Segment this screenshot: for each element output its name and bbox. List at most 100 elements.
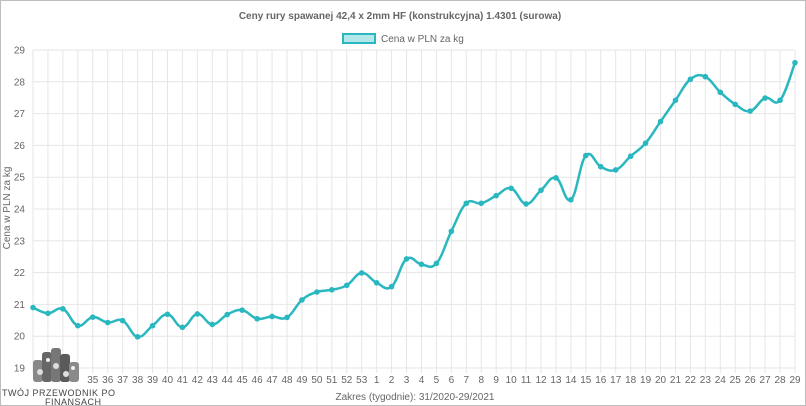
- data-point[interactable]: [508, 185, 514, 192]
- data-point[interactable]: [119, 317, 126, 324]
- data-point[interactable]: [672, 97, 679, 104]
- x-tick-label: 35: [87, 375, 99, 386]
- x-tick-label: 26: [745, 375, 757, 386]
- data-point[interactable]: [60, 306, 66, 312]
- data-point[interactable]: [358, 270, 365, 276]
- x-tick-label: 25: [730, 375, 742, 386]
- x-tick-label: 27: [760, 375, 772, 386]
- data-point[interactable]: [762, 95, 768, 101]
- data-point[interactable]: [732, 101, 739, 108]
- data-point[interactable]: [179, 324, 186, 331]
- x-tick-label: 51: [326, 375, 338, 386]
- x-tick-label: 37: [117, 375, 129, 386]
- x-tick-label: 6: [449, 375, 455, 386]
- data-point[interactable]: [45, 310, 51, 317]
- x-tick-label: 53: [356, 375, 368, 386]
- data-point[interactable]: [642, 140, 649, 146]
- data-point[interactable]: [568, 196, 574, 203]
- grid: [32, 49, 796, 373]
- x-tick-label: 44: [222, 375, 234, 386]
- y-tick-label: 25: [14, 173, 26, 184]
- data-point[interactable]: [299, 297, 305, 303]
- y-tick-label: 19: [14, 364, 26, 375]
- logo: TWÓJ PRZEWODNIK PO FINANSACH: [2, 348, 116, 406]
- x-tick-label: 18: [625, 375, 637, 386]
- x-tick-label: 49: [296, 375, 308, 386]
- data-point[interactable]: [373, 279, 380, 286]
- data-point[interactable]: [388, 283, 395, 290]
- data-point[interactable]: [30, 304, 36, 311]
- x-tick-label: 19: [640, 375, 652, 386]
- y-tick-label: 26: [14, 141, 26, 152]
- y-tick-label: 20: [14, 332, 26, 343]
- data-point[interactable]: [538, 187, 544, 194]
- chart-title: Ceny rury spawanej 42,4 x 2mm HF (konstr…: [239, 11, 561, 22]
- logo-text-line2: FINANSACH: [45, 397, 102, 406]
- data-point[interactable]: [433, 260, 440, 267]
- data-point[interactable]: [627, 153, 634, 160]
- data-point[interactable]: [284, 314, 290, 321]
- logo-graphic: [33, 348, 79, 382]
- data-point[interactable]: [418, 261, 425, 268]
- data-point[interactable]: [254, 315, 260, 322]
- data-point[interactable]: [478, 200, 485, 207]
- data-point[interactable]: [717, 89, 724, 96]
- x-tick-label: 39: [147, 375, 159, 386]
- data-point[interactable]: [224, 311, 231, 318]
- data-point[interactable]: [314, 289, 320, 295]
- data-points: [30, 59, 798, 340]
- x-tick-label: 40: [162, 375, 174, 386]
- data-point[interactable]: [75, 322, 81, 329]
- x-tick-label: 9: [493, 375, 499, 386]
- series-line: [32, 62, 797, 339]
- x-tick-label: 42: [192, 375, 204, 386]
- data-point[interactable]: [777, 97, 783, 104]
- data-point[interactable]: [597, 163, 604, 170]
- y-axis-label: Cena w PLN za kg: [2, 167, 13, 250]
- data-point[interactable]: [149, 322, 156, 329]
- data-point[interactable]: [792, 59, 798, 66]
- data-point[interactable]: [463, 200, 470, 207]
- data-point[interactable]: [104, 319, 111, 326]
- data-point[interactable]: [89, 314, 96, 320]
- x-tick-label: 24: [715, 375, 727, 386]
- data-point[interactable]: [134, 334, 141, 340]
- x-tick-label: 23: [700, 375, 712, 386]
- data-point[interactable]: [747, 108, 753, 114]
- data-point[interactable]: [523, 201, 529, 207]
- data-point[interactable]: [209, 321, 216, 328]
- x-tick-label: 8: [478, 375, 484, 386]
- x-tick-label: 22: [685, 375, 697, 386]
- legend-label: Cena w PLN za kg: [381, 34, 464, 45]
- data-point[interactable]: [448, 228, 455, 235]
- y-tick-label: 21: [14, 300, 26, 311]
- logo-text-line1: TWÓJ PRZEWODNIK PO: [2, 388, 116, 398]
- data-point[interactable]: [493, 192, 499, 199]
- data-point[interactable]: [329, 286, 335, 293]
- data-point[interactable]: [239, 307, 245, 313]
- x-tick-label: 47: [266, 375, 278, 386]
- data-point[interactable]: [269, 313, 275, 320]
- x-tick-label: 16: [595, 375, 607, 386]
- data-point[interactable]: [403, 256, 410, 262]
- legend-swatch: [342, 33, 376, 44]
- x-tick-label: 12: [535, 375, 547, 386]
- x-tick-label: 36: [102, 375, 114, 386]
- x-tick-label: 15: [580, 375, 592, 386]
- data-point[interactable]: [687, 76, 694, 83]
- data-point[interactable]: [164, 311, 171, 318]
- legend[interactable]: Cena w PLN za kg: [342, 33, 464, 45]
- data-point[interactable]: [702, 73, 709, 80]
- data-point[interactable]: [583, 152, 589, 159]
- x-tick-label: 38: [132, 375, 144, 386]
- data-point[interactable]: [553, 175, 559, 181]
- data-point[interactable]: [194, 311, 201, 317]
- data-point[interactable]: [612, 167, 619, 173]
- x-tick-label: 29: [789, 375, 801, 386]
- data-point[interactable]: [343, 282, 350, 289]
- x-tick-label: 45: [237, 375, 249, 386]
- x-tick-label: 52: [341, 375, 353, 386]
- y-axis-ticks: 19 20 21 22 23 24 25 26 27 28 29: [14, 46, 26, 375]
- y-tick-label: 24: [14, 205, 26, 216]
- data-point[interactable]: [657, 118, 664, 125]
